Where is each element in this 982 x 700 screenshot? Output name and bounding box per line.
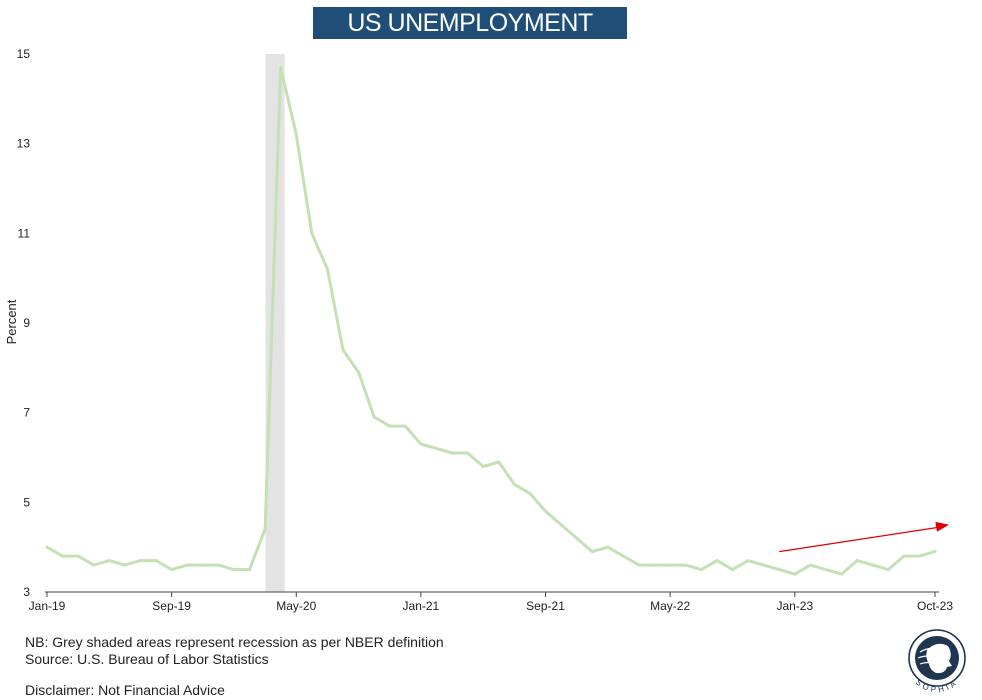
data-point — [653, 563, 657, 567]
data-point — [185, 563, 189, 567]
data-point — [497, 460, 501, 464]
data-point — [590, 550, 594, 554]
data-point — [216, 563, 220, 567]
data-point — [434, 447, 438, 451]
x-tick-label: Jan-21 — [403, 599, 440, 613]
data-point — [824, 568, 828, 572]
data-point — [170, 568, 174, 572]
data-point — [279, 65, 283, 69]
data-point — [808, 563, 812, 567]
data-point — [466, 451, 470, 455]
y-tick-label: 5 — [23, 495, 30, 509]
data-point — [777, 568, 781, 572]
x-tick-label: May-20 — [276, 599, 316, 613]
data-point — [61, 554, 65, 558]
data-point — [201, 563, 205, 567]
data-point — [388, 424, 392, 428]
annotation-layer — [779, 521, 949, 553]
data-point — [715, 559, 719, 563]
y-tick-label: 15 — [17, 47, 31, 61]
data-point — [668, 563, 672, 567]
series-layer — [45, 65, 937, 576]
data-point — [232, 568, 236, 572]
y-tick-label: 11 — [18, 226, 31, 240]
trend-arrow-line — [779, 526, 940, 553]
data-point — [138, 559, 142, 563]
x-tick-label: Jan-19 — [29, 599, 66, 613]
data-point — [92, 563, 96, 567]
data-point — [575, 536, 579, 540]
y-tick-label: 7 — [23, 406, 30, 420]
data-point — [76, 554, 80, 558]
data-point — [403, 424, 407, 428]
data-point — [871, 563, 875, 567]
data-point — [621, 554, 625, 558]
y-axis-label: Percent — [4, 299, 19, 344]
y-tick-label: 13 — [17, 137, 31, 151]
data-point — [699, 568, 703, 572]
chart-title: US UNEMPLOYMENT RATE — [313, 7, 627, 69]
data-point — [933, 550, 937, 554]
data-point — [450, 451, 454, 455]
data-point — [263, 527, 267, 531]
x-tick-label: Oct-23 — [917, 599, 953, 613]
data-point — [154, 559, 158, 563]
data-point — [637, 563, 641, 567]
data-point — [684, 563, 688, 567]
data-point — [357, 370, 361, 374]
data-point — [746, 559, 750, 563]
disclaimer-note: Disclaimer: Not Financial Advice — [25, 682, 225, 698]
data-point — [730, 568, 734, 572]
data-point — [481, 464, 485, 468]
data-point — [793, 572, 797, 576]
data-point — [512, 482, 516, 486]
data-point — [372, 415, 376, 419]
source-note: Source: U.S. Bureau of Labor Statistics — [25, 651, 269, 667]
recession-band — [265, 54, 285, 592]
y-tick-label: 9 — [23, 316, 30, 330]
data-point — [248, 568, 252, 572]
trend-arrow-head — [935, 521, 949, 532]
data-point — [107, 559, 111, 563]
data-point — [606, 545, 610, 549]
data-point — [325, 267, 329, 271]
data-point — [902, 554, 906, 558]
x-tick-label: Sep-21 — [526, 599, 565, 613]
recession-note: NB: Grey shaded areas represent recessio… — [25, 634, 444, 650]
data-point — [528, 491, 532, 495]
y-tick-label: 3 — [23, 585, 30, 599]
x-tick-label: Sep-19 — [152, 599, 191, 613]
x-tick-label: Jan-23 — [776, 599, 813, 613]
data-point — [341, 348, 345, 352]
data-point — [310, 231, 314, 235]
data-point — [294, 133, 298, 137]
series-line-unemployment — [45, 66, 937, 576]
data-point — [45, 545, 49, 549]
data-point — [762, 563, 766, 567]
sophia-logo-icon: SOPHIA — [908, 629, 966, 694]
data-point — [840, 572, 844, 576]
data-point — [419, 442, 423, 446]
data-point — [544, 509, 548, 513]
recession-layer — [265, 54, 285, 592]
data-point — [886, 568, 890, 572]
data-point — [855, 559, 859, 563]
data-point — [123, 563, 127, 567]
x-tick-label: May-22 — [650, 599, 690, 613]
data-point — [559, 523, 563, 527]
axes-layer: 3 5 7 9 11 13 15 Jan-19 Sep-19 May-20 Jan-21 Sep-21… — [17, 47, 954, 613]
data-point — [917, 554, 921, 558]
